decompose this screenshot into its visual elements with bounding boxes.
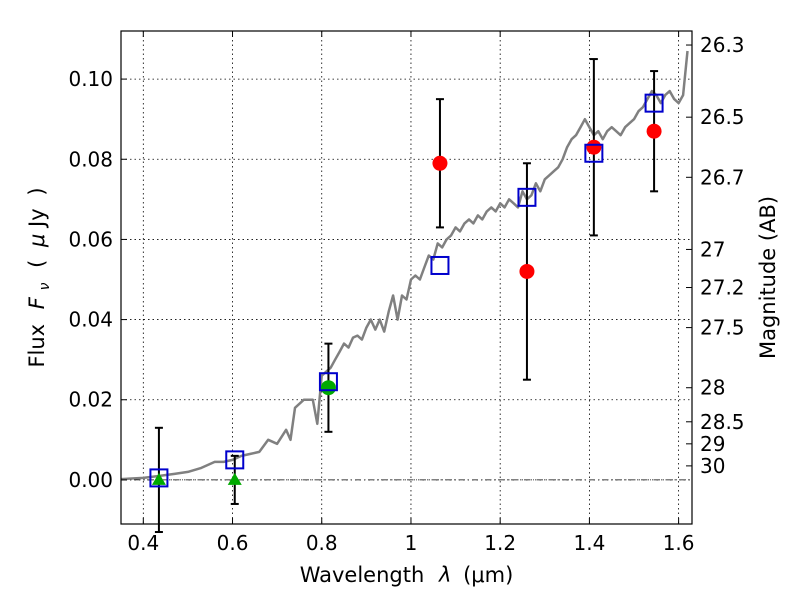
y2-tick-label: 28: [700, 376, 725, 400]
y2-tick-label: 29: [700, 432, 725, 456]
y-tick-label: 0.02: [68, 388, 113, 412]
y-tick-label: 0.08: [68, 147, 113, 171]
x-tick-label: 0.6: [217, 531, 249, 555]
y-tick-label: 0.04: [68, 308, 113, 332]
x-axis-label-symbol: λ: [438, 563, 451, 587]
model-photometry-box: [149, 468, 169, 488]
y-axis-label-symbol: F: [25, 296, 49, 309]
model-photometry-box: [430, 255, 450, 275]
y2-tick-label: 27.2: [700, 276, 745, 300]
x-axis-label: Wavelength λ (μm): [300, 563, 514, 587]
y2-tick-label: 27: [700, 237, 725, 261]
model-photometry-box: [584, 143, 604, 163]
model-photometry-box: [644, 93, 664, 113]
x-axis-label-unit: (μm): [463, 563, 513, 587]
y2-tick-label: 28.5: [700, 410, 745, 434]
y-axis-label-unit-close: ): [25, 187, 49, 195]
detection-marker: [586, 139, 602, 155]
y-axis-label-unit-rest: Jy: [25, 208, 49, 229]
y2-tick-label: 26.5: [700, 105, 745, 129]
x-tick-label: 1.2: [484, 531, 516, 555]
detection-marker: [646, 123, 662, 139]
grid-layer: [121, 31, 692, 524]
y2-tick-label: 27.5: [700, 316, 745, 340]
upper-limit-circle-marker: [320, 380, 336, 396]
y-tick-label: 0.00: [68, 468, 113, 492]
model-photometry-box: [318, 372, 338, 392]
y-tick-label: 0.10: [68, 67, 113, 91]
marker-layer: [151, 123, 662, 485]
y-axis-label-prefix: Flux: [25, 324, 49, 368]
model-spectrum-line: [120, 50, 689, 481]
y-axis-label: Flux F ν ( μ Jy ): [25, 187, 54, 367]
plot-frame: [120, 30, 693, 525]
detection-marker: [519, 263, 535, 279]
model-photometry-layer: [149, 93, 664, 488]
x-tick-label: 0.8: [306, 531, 338, 555]
x-tick-label: 1: [405, 531, 418, 555]
x-axis-label-prefix: Wavelength: [300, 563, 425, 587]
model-photometry-box: [517, 187, 537, 207]
y-axis-label-subscript: ν: [37, 282, 53, 290]
x-tick-label: 1.6: [663, 531, 695, 555]
secondary-y-axis-label: Magnitude (AB): [756, 196, 780, 359]
x-tick-label: 1.4: [573, 531, 605, 555]
x-tick-label: 0.4: [127, 531, 159, 555]
y-axis-label-unit-mu: μ: [25, 234, 49, 248]
y2-tick-label: 26.7: [700, 165, 745, 189]
detection-marker: [432, 155, 448, 171]
upper-limit-triangle-marker: [227, 472, 242, 485]
y2-tick-label: 30: [700, 454, 725, 478]
y-tick-label: 0.06: [68, 227, 113, 251]
tick-layer: 0.4 0.6 0.8 1 1.2 1.4 1.6 0.00 0.02 0.04 0.06 0.08 0…: [68, 31, 745, 555]
y-axis-label-unit-open: (: [25, 260, 49, 268]
model-photometry-box: [225, 450, 245, 470]
y2-tick-label: 26.3: [700, 33, 745, 57]
upper-limit-triangle-marker: [151, 472, 166, 485]
